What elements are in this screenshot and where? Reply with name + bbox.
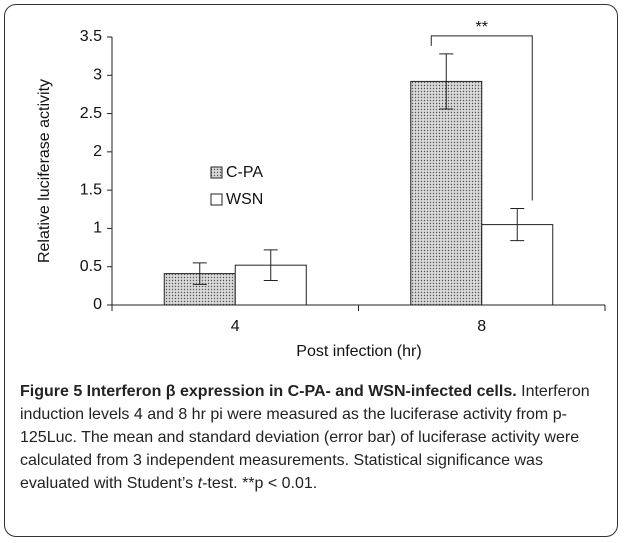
significance-label: **: [476, 19, 488, 36]
x-axis-label: Post infection (hr): [296, 343, 421, 360]
error-bar: [439, 53, 454, 110]
x-tick-label: 4: [231, 318, 240, 335]
caption-title: Figure 5 Interferon β expression in C-PA…: [20, 383, 517, 400]
y-tick-label: 0: [93, 296, 102, 313]
y-tick-label: 2: [93, 143, 102, 160]
legend-swatch: [210, 166, 223, 179]
significance-bracket: [430, 35, 533, 201]
error-bar: [263, 249, 278, 281]
caption-text: Interferon induction levels 4 and 8 hr p…: [20, 383, 590, 492]
y-tick-label: 3.5: [80, 28, 102, 45]
bar: [410, 80, 483, 306]
legend-swatch: [210, 193, 223, 206]
y-tick-label: 1.5: [80, 181, 102, 198]
y-axis-label: Relative luciferase activity: [36, 79, 53, 263]
caption-text: t: [197, 475, 203, 492]
x-tick-label: 8: [477, 318, 486, 335]
y-tick-label: 3: [93, 67, 102, 84]
legend-label: WSN: [226, 191, 263, 208]
error-bar: [510, 208, 525, 242]
caption-text: -test. **p < 0.01.: [202, 475, 318, 492]
caption: Figure 5 Interferon β expression in C-PA…: [20, 380, 610, 495]
y-tick-label: 2.5: [80, 105, 102, 122]
legend-label: C-PA: [226, 164, 263, 181]
chart: Relative luciferase activity Post infect…: [36, 19, 606, 360]
error-bar: [192, 262, 207, 285]
y-tick-label: 0.5: [80, 258, 102, 275]
y-tick-label: 1: [93, 220, 102, 237]
figure-frame: [4, 4, 618, 537]
